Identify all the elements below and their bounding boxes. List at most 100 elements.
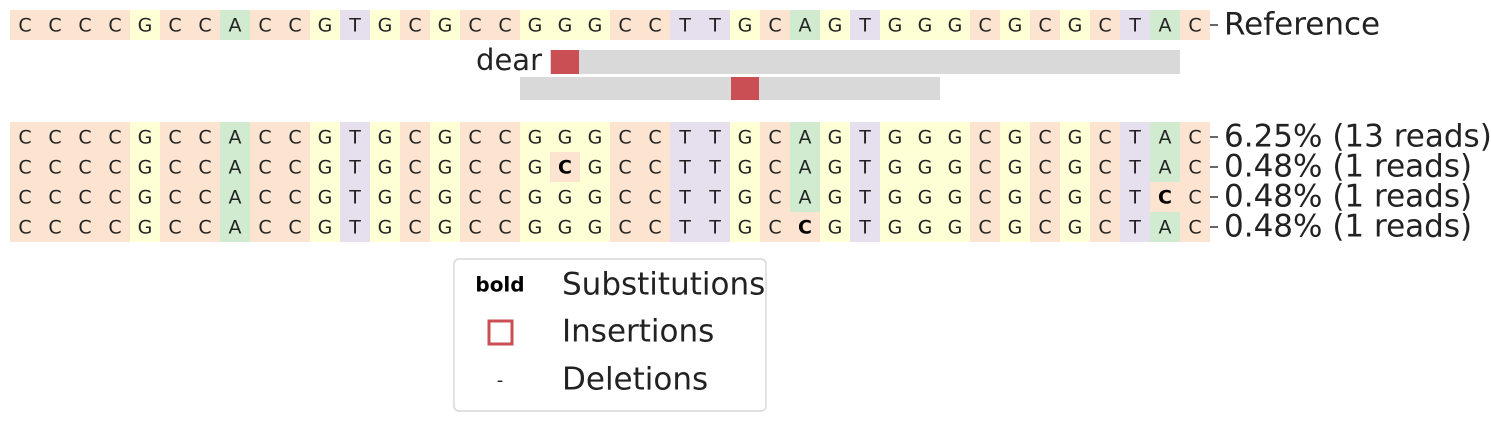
base-cell [1090,182,1120,212]
base-letter: C [288,187,301,209]
base-letter: C [1188,187,1201,209]
base-cell [10,182,40,212]
base-cell [460,152,490,182]
base-cell [730,152,760,182]
base-letter: G [888,217,903,239]
base-cell [550,10,580,40]
base-letter: G [378,187,393,209]
base-letter: T [1128,15,1141,37]
base-letter: C [498,187,511,209]
base-cell [580,152,610,182]
base-letter: G [828,187,843,209]
base-cell [160,152,190,182]
base-letter: C [648,157,661,179]
base-cell [370,152,400,182]
base-cell [1120,182,1150,212]
base-cell [10,152,40,182]
base-cell [760,122,790,152]
base-cell [640,182,670,212]
base-cell [160,122,190,152]
base-cell [1000,212,1030,242]
base-cell [640,10,670,40]
base-letter: A [229,127,242,149]
base-cell [400,10,430,40]
base-letter: T [708,127,721,149]
base-cell [640,152,670,182]
base-letter: G [588,15,603,37]
base-letter: C [618,217,631,239]
base-cell [1120,122,1150,152]
base-cell [280,152,310,182]
base-letter: A [799,127,812,149]
base-letter: T [348,15,361,37]
base-letter: T [678,157,691,179]
base-cell [1060,122,1090,152]
base-cell [1030,122,1060,152]
base-cell [190,182,220,212]
base-letter: C [468,217,481,239]
base-cell [370,10,400,40]
base-letter: G [738,127,753,149]
base-cell [430,122,460,152]
base-letter: C [1038,187,1051,209]
base-letter: G [738,187,753,209]
base-letter: C [408,127,421,149]
base-letter: T [858,217,871,239]
base-letter: C [168,157,181,179]
base-letter: G [738,157,753,179]
base-letter: G [888,127,903,149]
base-cell [880,122,910,152]
base-cell [550,152,580,182]
base-cell [910,10,940,40]
base-letter: T [858,127,871,149]
base-cell [40,122,70,152]
amplicon-cut-marker [731,77,759,100]
base-letter: C [258,187,271,209]
guide-bar [550,50,1180,74]
base-letter: C [648,217,661,239]
base-cell [940,212,970,242]
base-cell [190,10,220,40]
base-letter: C [1038,157,1051,179]
base-cell [70,122,100,152]
base-cell [490,212,520,242]
base-letter: C [408,15,421,37]
base-letter: C [498,127,511,149]
base-letter: C [498,217,511,239]
base-letter: C [108,157,121,179]
base-letter: G [1008,157,1023,179]
base-letter: T [678,187,691,209]
base-cell [70,182,100,212]
base-letter: T [1128,127,1141,149]
base-cell [1150,152,1180,182]
base-letter: C [108,217,121,239]
base-cell [100,122,130,152]
base-letter: C [108,187,121,209]
base-letter: A [799,15,812,37]
base-cell [910,212,940,242]
base-letter: C [48,187,61,209]
base-cell [10,10,40,40]
base-cell [760,212,790,242]
base-cell [1030,182,1060,212]
base-cell [250,212,280,242]
base-letter: G [378,15,393,37]
base-cell [790,152,820,182]
base-cell [220,122,250,152]
base-letter: C [78,187,91,209]
base-letter: G [918,15,933,37]
base-cell [1090,152,1120,182]
row-label: 0.48% (1 reads) [1224,179,1472,215]
base-cell [400,122,430,152]
base-letter: C [408,187,421,209]
base-letter: C [1098,157,1111,179]
base-cell [340,212,370,242]
base-cell [130,10,160,40]
base-cell [1000,152,1030,182]
base-letter: C [288,127,301,149]
base-letter: G [318,217,333,239]
base-letter: G [318,15,333,37]
base-letter: G [948,127,963,149]
